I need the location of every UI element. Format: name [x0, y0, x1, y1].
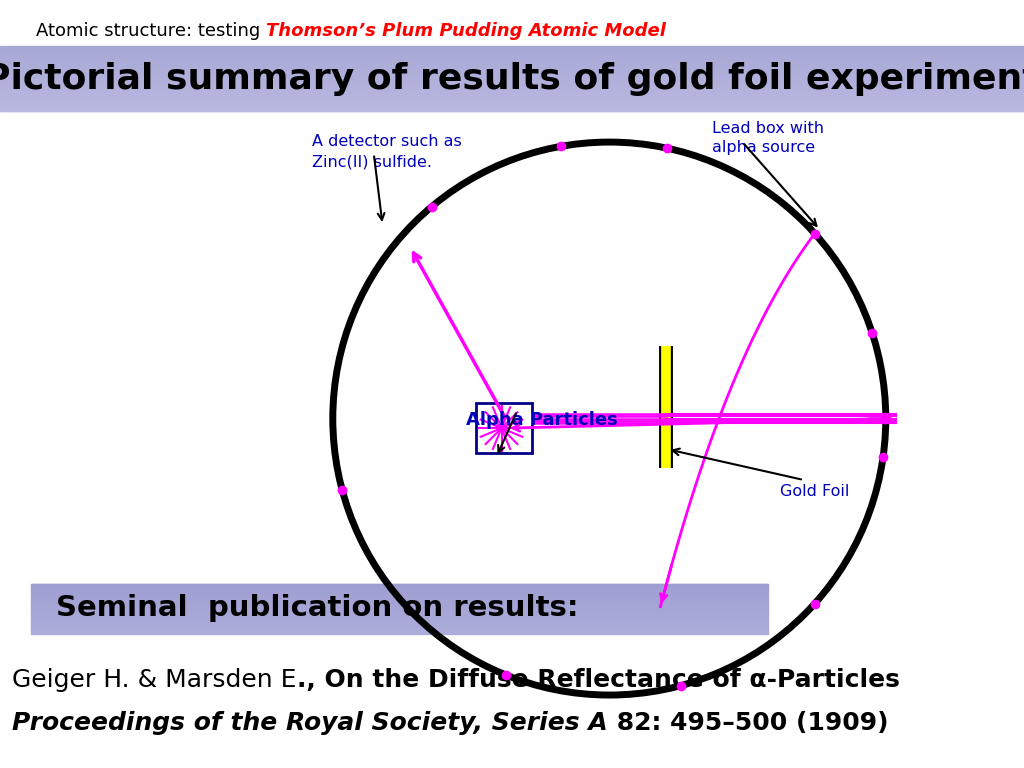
Text: Geiger H. & Marsden E: Geiger H. & Marsden E: [12, 667, 297, 692]
Bar: [0, 106, 1024, 107]
Bar: [0, 66, 1024, 67]
Bar: [0, 58, 1024, 59]
Bar: [0, 83, 1024, 84]
Bar: [0, 57, 1024, 58]
Bar: [0, 80, 1024, 81]
Bar: [0, 99, 1024, 100]
Bar: [0, 90, 1024, 91]
Bar: [0, 62, 1024, 63]
Bar: [0, 86, 1024, 87]
Bar: [0, 94, 1024, 95]
Bar: [0, 56, 1024, 57]
Text: Alpha Particles: Alpha Particles: [466, 411, 617, 429]
Bar: [0, 101, 1024, 102]
Bar: [0, 63, 1024, 64]
Bar: [0, 105, 1024, 106]
Text: Seminal  publication on results:: Seminal publication on results:: [56, 594, 579, 621]
Bar: [0, 96, 1024, 97]
Bar: [0, 64, 1024, 65]
Bar: [0, 70, 1024, 71]
Text: A detector such as
Zinc(II) sulfide.: A detector such as Zinc(II) sulfide.: [312, 134, 462, 169]
Bar: [0, 84, 1024, 85]
Bar: [0, 61, 1024, 62]
Bar: [0, 100, 1024, 101]
Bar: [0, 102, 1024, 103]
Bar: [0, 87, 1024, 88]
Bar: [0, 65, 1024, 66]
Bar: [0, 85, 1024, 86]
Bar: [0, 91, 1024, 92]
Bar: [0, 51, 1024, 52]
Bar: [0, 68, 1024, 69]
Bar: [0, 103, 1024, 104]
Text: Atomic structure: testing: Atomic structure: testing: [36, 22, 266, 41]
Bar: [0, 97, 1024, 98]
Text: Gold Foil: Gold Foil: [780, 484, 850, 499]
Bar: [0, 82, 1024, 83]
Bar: [0, 59, 1024, 60]
Bar: [0, 50, 1024, 51]
Text: 82: 495–500 (1909): 82: 495–500 (1909): [608, 711, 889, 736]
Bar: [0, 69, 1024, 70]
Bar: [0, 92, 1024, 93]
Bar: [0, 49, 1024, 50]
Bar: [0, 52, 1024, 54]
Bar: [0, 48, 1024, 49]
Bar: [0, 88, 1024, 89]
Bar: [0, 74, 1024, 75]
Bar: [0, 54, 1024, 55]
Bar: [0, 67, 1024, 68]
Text: Thomson’s Plum Pudding Atomic Model: Thomson’s Plum Pudding Atomic Model: [266, 22, 666, 41]
Bar: [0, 109, 1024, 110]
Bar: [0, 108, 1024, 109]
Bar: [0, 46, 1024, 47]
Bar: [0, 73, 1024, 74]
Text: Pictorial summary of results of gold foil experiment: Pictorial summary of results of gold foi…: [0, 61, 1024, 96]
Bar: [0, 78, 1024, 79]
Bar: [0, 76, 1024, 77]
Bar: [0, 72, 1024, 73]
Text: ., On the Diffuse Reflectance of α-Particles: ., On the Diffuse Reflectance of α-Parti…: [297, 667, 900, 692]
Bar: [0, 98, 1024, 99]
Bar: [0, 60, 1024, 61]
Bar: [0, 79, 1024, 80]
Bar: [0, 93, 1024, 94]
Bar: [0, 107, 1024, 108]
Bar: [0, 104, 1024, 105]
Bar: [0, 71, 1024, 72]
Bar: [0, 77, 1024, 78]
Text: Proceedings of the Royal Society, Series A: Proceedings of the Royal Society, Series…: [12, 711, 608, 736]
Bar: [0, 55, 1024, 56]
Bar: [0, 81, 1024, 82]
Bar: [0, 89, 1024, 90]
Bar: [476, 403, 532, 453]
Bar: [0, 47, 1024, 48]
Bar: [0, 95, 1024, 96]
Text: Lead box with
alpha source: Lead box with alpha source: [712, 121, 823, 155]
Bar: [0, 75, 1024, 76]
Bar: [0, 110, 1024, 111]
